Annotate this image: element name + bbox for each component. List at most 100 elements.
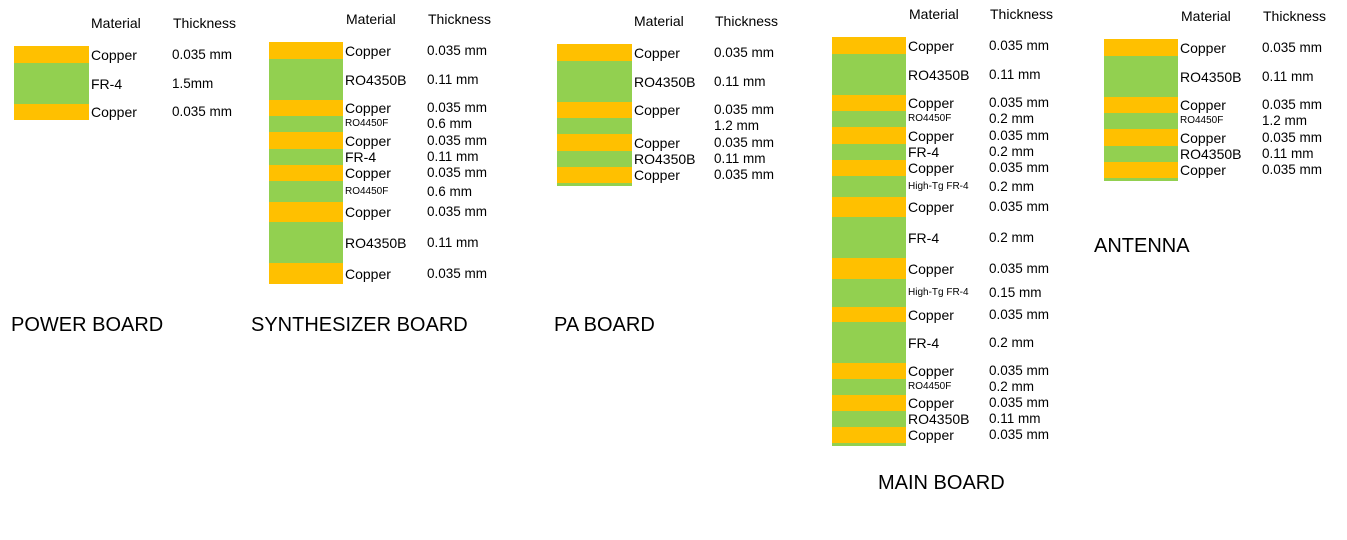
layer-dielectric — [557, 118, 632, 134]
layer-material: Copper — [908, 363, 954, 379]
layer-material: RO4350B — [345, 234, 407, 251]
layer-thickness: 0.035 mm — [989, 95, 1050, 110]
layer-material: Copper — [908, 427, 954, 443]
layer-dielectric — [269, 116, 343, 132]
layer-bottom-edge — [832, 443, 906, 446]
layer-dielectric — [832, 322, 906, 363]
layer-thickness: 0.035 mm — [989, 427, 1050, 442]
material-header: Material — [1181, 8, 1231, 24]
layer-thickness: 0.11 mm — [427, 234, 479, 250]
layer-copper — [832, 307, 906, 322]
layer-copper — [557, 167, 632, 183]
layer-dielectric — [1104, 56, 1178, 97]
layer-thickness: 0.035 mm — [1262, 162, 1323, 177]
material-header: Material — [909, 6, 959, 22]
layer-material: RO4450F — [1180, 115, 1224, 126]
layer-material: RO4350B — [345, 71, 407, 88]
layer-material: FR-4 — [345, 149, 377, 165]
board-title: SYNTHESIZER BOARD — [251, 314, 468, 336]
layer-material: Copper — [91, 46, 137, 63]
layer-material: Copper — [634, 44, 680, 61]
layer-material: RO4350B — [1180, 68, 1242, 85]
layer-material: Copper — [908, 306, 954, 323]
board-title: POWER BOARD — [11, 314, 164, 336]
layer-material: Copper — [345, 165, 391, 181]
layer-material: RO4350B — [908, 411, 970, 427]
layer-dielectric — [832, 111, 906, 127]
layer-thickness: 0.035 mm — [427, 165, 488, 180]
layer-dielectric — [14, 63, 89, 104]
layer-material: Copper — [345, 204, 391, 220]
layer-copper — [1104, 129, 1178, 146]
layer-dielectric — [832, 54, 906, 95]
layer-thickness: 0.035 mm — [989, 37, 1050, 53]
layer-material: Copper — [1180, 129, 1226, 146]
layer-thickness: 0.035 mm — [427, 265, 488, 281]
layer-dielectric — [832, 411, 906, 427]
layer-dielectric — [269, 222, 343, 263]
layer-thickness: 0.035 mm — [1262, 129, 1323, 145]
layer-copper — [832, 95, 906, 111]
layer-copper — [269, 263, 343, 284]
layer-copper — [832, 363, 906, 379]
layer-material: Copper — [1180, 162, 1226, 178]
layer-thickness: 0.035 mm — [427, 204, 488, 219]
layer-thickness: 0.11 mm — [427, 149, 479, 164]
layer-material: Copper — [634, 167, 680, 183]
layer-thickness: 0.035 mm — [714, 44, 775, 60]
layer-thickness: 0.2 mm — [989, 111, 1035, 126]
board-title: PA BOARD — [554, 314, 655, 336]
layer-material: Copper — [345, 265, 391, 282]
layer-dielectric — [557, 61, 632, 102]
layer-copper — [269, 132, 343, 149]
layer-thickness: 0.035 mm — [427, 100, 488, 115]
layer-thickness: 0.11 mm — [714, 73, 766, 89]
layer-material: High-Tg FR-4 — [908, 287, 969, 298]
layer-material: RO4450F — [345, 185, 389, 197]
layer-dielectric — [832, 144, 906, 160]
layer-thickness: 0.6 mm — [427, 183, 473, 199]
layer-material: Copper — [908, 37, 954, 54]
layer-thickness: 0.035 mm — [427, 132, 488, 148]
layer-dielectric — [1104, 113, 1178, 129]
layer-thickness: 1.5mm — [172, 75, 214, 91]
layer-material: Copper — [634, 102, 680, 118]
layer-copper — [1104, 162, 1178, 178]
layer-bottom-edge — [557, 183, 632, 186]
layer-copper — [269, 202, 343, 222]
material-header: Material — [346, 11, 396, 27]
layer-material: RO4350B — [634, 73, 696, 90]
layer-copper — [832, 37, 906, 54]
layer-thickness: 0.035 mm — [1262, 39, 1323, 55]
layer-dielectric — [269, 149, 343, 165]
layer-dielectric — [832, 217, 906, 258]
layer-dielectric — [832, 279, 906, 307]
layer-thickness: 0.15 mm — [989, 285, 1042, 300]
layer-thickness: 0.035 mm — [989, 363, 1050, 378]
layer-material: Copper — [1180, 39, 1226, 56]
layer-material: RO4350B — [1180, 146, 1242, 162]
layer-copper — [557, 44, 632, 61]
layer-thickness: 0.2 mm — [989, 144, 1035, 159]
layer-thickness: 0.11 mm — [1262, 146, 1314, 161]
layer-thickness: 0.11 mm — [714, 151, 766, 166]
layer-material: Copper — [908, 395, 954, 411]
thickness-header: Thickness — [428, 11, 492, 27]
layer-copper — [269, 165, 343, 181]
board-title: MAIN BOARD — [878, 472, 1005, 494]
layer-copper — [557, 134, 632, 151]
thickness-header: Thickness — [1263, 8, 1327, 24]
layer-material: RO4450F — [908, 381, 952, 392]
board-title: ANTENNA — [1094, 235, 1190, 257]
layer-thickness: 0.6 mm — [427, 116, 473, 131]
layer-material: Copper — [908, 127, 954, 144]
layer-thickness: 1.2 mm — [714, 118, 760, 133]
layer-copper — [1104, 39, 1178, 56]
layer-dielectric — [269, 59, 343, 100]
layer-material: RO4350B — [634, 151, 696, 167]
layer-copper — [269, 42, 343, 59]
layer-material: Copper — [345, 132, 391, 149]
layer-thickness: 0.035 mm — [172, 46, 233, 62]
layer-material: High-Tg FR-4 — [908, 180, 969, 192]
layer-material: Copper — [345, 100, 391, 116]
